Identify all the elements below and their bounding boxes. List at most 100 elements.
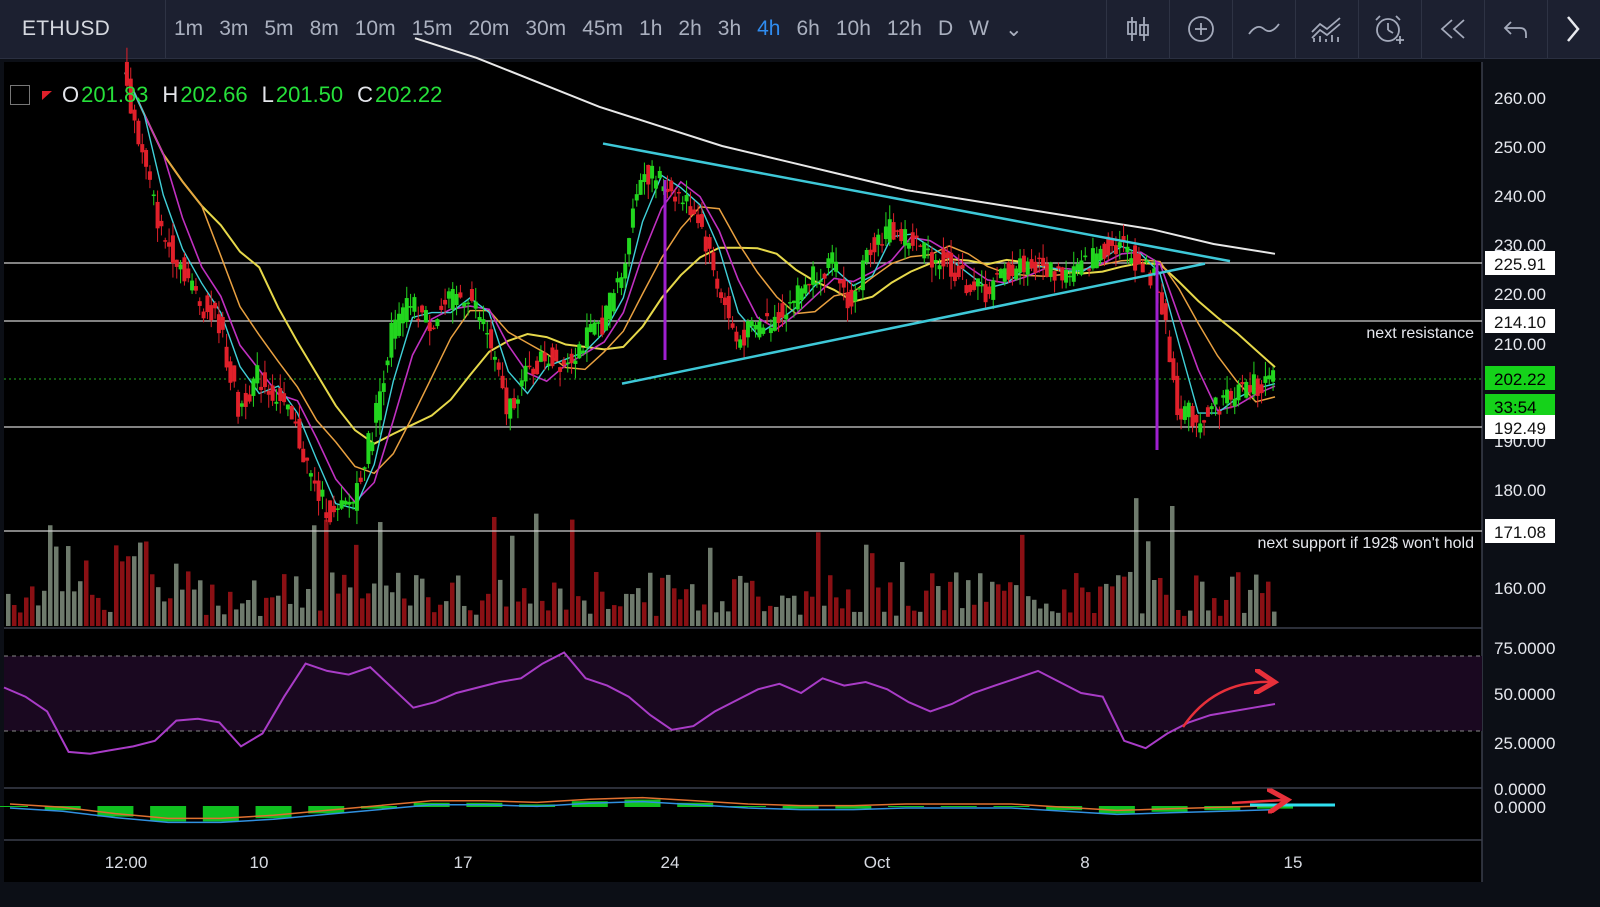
interval-6h[interactable]: 6h xyxy=(796,17,820,40)
volume-bar xyxy=(216,605,221,626)
volume-bar xyxy=(1248,589,1253,626)
candle-body xyxy=(485,332,490,335)
macd-histogram xyxy=(360,806,397,809)
candle-body xyxy=(155,201,160,229)
candle-body xyxy=(864,249,869,263)
candle-body xyxy=(669,180,674,192)
candle-body xyxy=(765,313,770,317)
volume-bar xyxy=(108,611,113,626)
candle-body xyxy=(1018,258,1023,273)
macd-histogram xyxy=(993,806,1030,807)
rsi-band xyxy=(4,656,1482,731)
undo-button[interactable] xyxy=(1484,0,1547,58)
interval-4h[interactable]: 4h xyxy=(757,17,781,40)
countdown-tag-box xyxy=(1485,394,1555,418)
volume-bar xyxy=(846,589,851,626)
volume-bar xyxy=(1212,598,1217,626)
candle-body xyxy=(251,378,256,396)
volume-bar xyxy=(1116,575,1121,626)
candle-body xyxy=(791,300,796,304)
macd-histogram xyxy=(1204,806,1241,811)
candle-body xyxy=(634,194,639,201)
candle-body xyxy=(1129,258,1134,264)
volume-bar xyxy=(198,580,203,626)
compare-button[interactable] xyxy=(1295,0,1358,58)
grid-layer xyxy=(4,62,1483,882)
volume-bar xyxy=(174,563,179,626)
volume-bar xyxy=(192,589,197,626)
candle-body xyxy=(239,403,244,407)
alert-button[interactable] xyxy=(1358,0,1421,58)
candle-body xyxy=(650,165,655,179)
volume-bar xyxy=(120,561,125,626)
level-tag-box xyxy=(1485,309,1555,333)
volume-bar xyxy=(6,593,11,626)
volume-bar xyxy=(486,593,491,626)
interval-5m[interactable]: 5m xyxy=(264,17,294,40)
time-tick-label: 15 xyxy=(1284,853,1303,872)
interval-1h[interactable]: 1h xyxy=(639,17,663,40)
interval-1m[interactable]: 1m xyxy=(174,17,204,40)
candle-body xyxy=(496,362,501,370)
add-indicator-button[interactable] xyxy=(1169,0,1232,58)
volume-bar xyxy=(552,582,557,626)
candle-body xyxy=(236,391,241,417)
candle-body xyxy=(998,269,1003,279)
interval-12h[interactable]: 12h xyxy=(886,17,922,40)
volume-bar xyxy=(636,588,641,626)
price-tick-label: 220.00 xyxy=(1494,285,1546,304)
line-style-button[interactable] xyxy=(1232,0,1295,58)
volume-bar xyxy=(360,598,365,626)
candle-body xyxy=(1048,262,1053,278)
candle-body xyxy=(868,249,873,256)
candle-body xyxy=(343,500,348,505)
expand-icon[interactable] xyxy=(10,85,30,105)
countdown-tag: 33:54 xyxy=(1494,398,1537,417)
volume-bar xyxy=(1254,574,1259,626)
interval-3m[interactable]: 3m xyxy=(219,17,249,40)
symbol-label[interactable]: ETHUSD xyxy=(0,0,166,58)
interval-W[interactable]: W xyxy=(969,17,989,40)
interval-15m[interactable]: 15m xyxy=(411,17,453,40)
interval-8m[interactable]: 8m xyxy=(309,17,339,40)
interval-dropdown-icon[interactable]: ⌄ xyxy=(1004,17,1023,41)
macd-histogram xyxy=(571,801,608,807)
candle-body xyxy=(561,360,566,365)
candle-body xyxy=(408,306,413,308)
candle-body xyxy=(906,243,911,249)
candle-body xyxy=(1267,375,1272,380)
more-button[interactable] xyxy=(1547,0,1598,58)
interval-20m[interactable]: 20m xyxy=(468,17,510,40)
interval-3h[interactable]: 3h xyxy=(717,17,742,40)
level-tag-box xyxy=(1485,415,1555,439)
flag-icon[interactable] xyxy=(42,90,52,100)
interval-2h[interactable]: 2h xyxy=(678,17,702,40)
interval-10h[interactable]: 10h xyxy=(835,17,871,40)
volume-bar xyxy=(300,607,305,626)
volume-bar xyxy=(912,610,917,626)
candle-body xyxy=(515,399,520,404)
candle-body xyxy=(466,302,471,305)
volume-bar xyxy=(72,591,77,626)
replay-button[interactable] xyxy=(1421,0,1484,58)
volume-bar xyxy=(474,614,479,626)
candle-body xyxy=(1110,239,1115,246)
candle-body xyxy=(952,272,957,282)
candle-type-button[interactable] xyxy=(1106,0,1169,58)
candle-body xyxy=(1121,236,1126,241)
macd-histogram xyxy=(1046,806,1083,811)
interval-45m[interactable]: 45m xyxy=(582,17,624,40)
interval-30m[interactable]: 30m xyxy=(525,17,567,40)
interval-10m[interactable]: 10m xyxy=(354,17,396,40)
volume-bar xyxy=(1092,613,1097,626)
candle-body xyxy=(331,505,336,513)
candle-body xyxy=(607,292,612,320)
candle-body xyxy=(1244,381,1249,398)
candle-body xyxy=(243,392,248,407)
volume-bar xyxy=(828,575,833,626)
candle-body xyxy=(147,171,152,180)
interval-D[interactable]: D xyxy=(937,17,954,40)
candle-body xyxy=(481,319,486,325)
candle-body xyxy=(811,266,816,285)
